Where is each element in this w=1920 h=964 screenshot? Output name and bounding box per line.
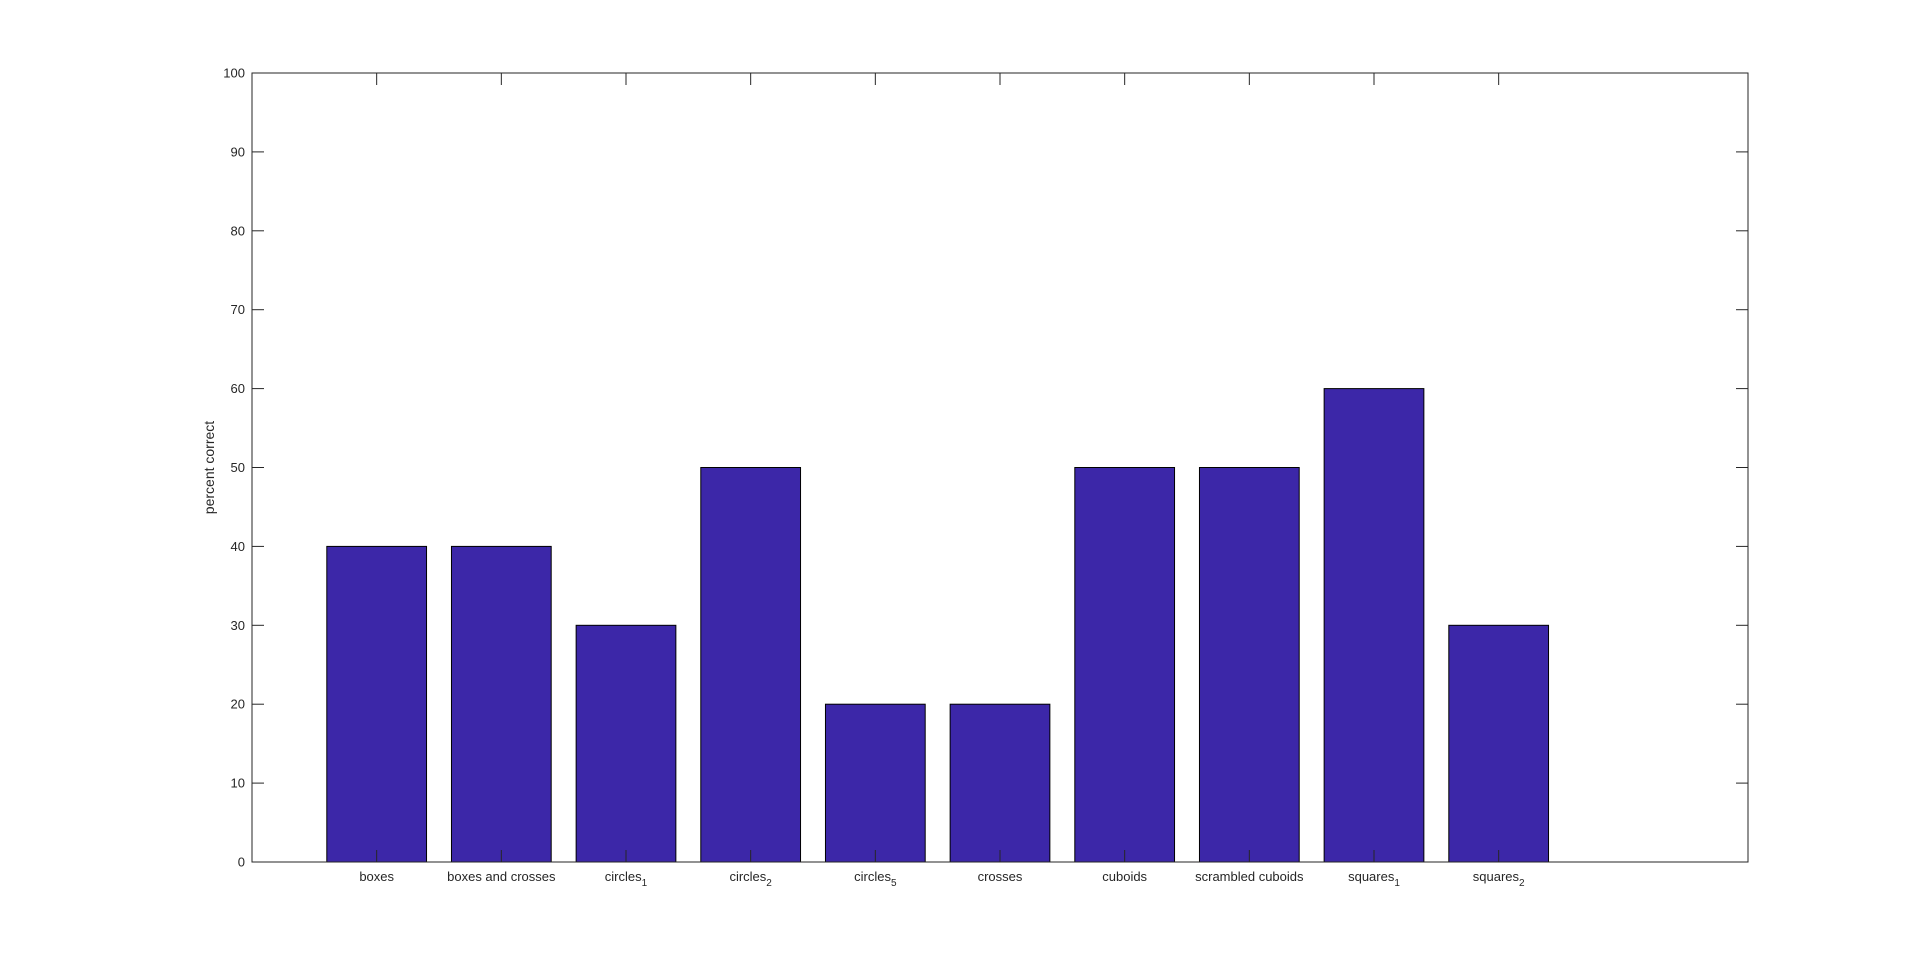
y-tick-label-90: 90 [231,144,245,159]
x-tick-label-6: crosses [978,869,1023,884]
x-tick-label-1: boxes [359,869,394,884]
bar-1 [326,545,428,863]
bar-8 [1198,467,1300,863]
y-axis-label: percent correct [201,421,217,514]
x-tick-label-10: squares2 [1473,869,1525,889]
bar-10 [1448,624,1550,863]
x-tick-label-8: scrambled cuboids [1195,869,1304,884]
x-tick-label-2: boxes and crosses [447,869,556,884]
y-tick-label-30: 30 [231,618,245,633]
x-tick-label-7: cuboids [1102,869,1147,884]
x-tick-label-4: circles2 [729,869,772,889]
y-tick-label-60: 60 [231,381,245,396]
y-tick-label-40: 40 [231,539,245,554]
x-tick-label-3: circles1 [605,869,648,889]
bar-6 [949,703,1051,863]
bar-5 [824,703,926,863]
bar-3 [575,624,677,863]
y-tick-label-100: 100 [223,66,245,81]
labels-layer: 0 10 20 30 40 50 60 70 80 90 100 boxes boxes and cro… [223,66,1525,890]
axes-layer [251,72,1749,863]
y-tick-label-80: 80 [231,223,245,238]
y-tick-label-20: 20 [231,697,245,712]
x-tick-label-5: circles5 [854,869,897,889]
y-tick-label-70: 70 [231,302,245,317]
bar-2 [450,545,552,863]
bars-layer [326,388,1550,863]
bar-9 [1323,388,1425,863]
bar-7 [1074,467,1176,863]
y-tick-label-0: 0 [238,855,245,870]
bar-4 [700,467,802,863]
y-tick-label-50: 50 [231,460,245,475]
y-tick-label-10: 10 [231,776,245,791]
x-tick-label-9: squares1 [1348,869,1400,889]
